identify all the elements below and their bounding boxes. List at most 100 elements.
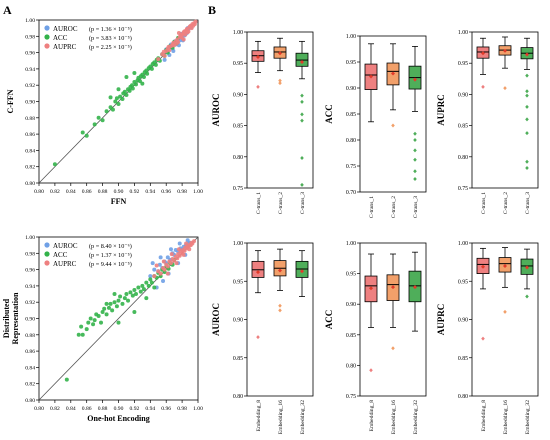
data-point-auroc (165, 255, 170, 260)
data-point-acc (86, 320, 91, 325)
box-plot-3: 0.75 0.80 0.85 0.90 0.95 1.00 AUPRC C-trans_1 C-… (436, 30, 539, 214)
data-point-acc (127, 88, 132, 93)
y-tick-label: 0.92 (25, 83, 35, 89)
y-tick-label: 0.75 (346, 164, 356, 170)
y-tick-label: 0.90 (346, 302, 356, 308)
data-point-auprc (176, 31, 181, 36)
y-tick-label: 1.00 (233, 30, 243, 36)
x-tick-label: C-trans_3 (413, 196, 419, 218)
legend-label-auprc: AUPRC (53, 43, 77, 51)
outlier-point (413, 177, 417, 181)
data-point-auprc (184, 241, 189, 246)
data-point-auprc (156, 269, 161, 274)
data-point-acc (122, 89, 127, 94)
data-point-acc (96, 115, 101, 120)
x-tick-label: 0.92 (130, 189, 140, 195)
data-point-acc (140, 283, 145, 288)
data-point-acc (116, 320, 121, 325)
mean-marker (278, 51, 282, 56)
x-tick-label: Embedding_32 (300, 400, 306, 434)
data-point-acc (130, 86, 135, 91)
y-tick-label: 1.00 (458, 241, 468, 247)
data-point-acc (144, 280, 149, 285)
data-point-auprc (177, 253, 182, 258)
outlier-point (525, 131, 529, 136)
legend-pvalue-auprc: (p = 2.25 × 10⁻⁵) (89, 44, 132, 51)
data-point-auprc (166, 44, 171, 49)
data-point-acc (141, 75, 146, 80)
data-point-auprc (161, 49, 166, 54)
outlier-point (278, 308, 282, 313)
y-tick-label: 0.95 (346, 272, 356, 278)
y-tick-label: 0.85 (458, 356, 468, 362)
panel-label-b: B (208, 3, 216, 17)
data-point-acc (76, 332, 81, 337)
data-point-acc (102, 306, 107, 311)
x-axis-label: FFN (111, 197, 127, 206)
outlier-point (525, 104, 529, 109)
data-point-acc (114, 96, 119, 101)
data-point-auroc (168, 247, 173, 252)
y-tick-label: 0.80 (25, 398, 35, 404)
x-tick-label: Embedding_8 (256, 400, 262, 432)
data-point-acc (108, 105, 113, 110)
data-point-auprc (156, 57, 161, 62)
outlier-point (525, 117, 529, 122)
data-point-auprc (174, 261, 179, 266)
y-tick-label: 0.90 (346, 86, 356, 92)
plot-frame (246, 31, 314, 189)
data-point-acc (124, 292, 129, 297)
y-tick-label: 0.90 (458, 318, 468, 324)
x-tick-label: 0.94 (145, 406, 155, 412)
outlier-point (369, 368, 373, 373)
y-tick-label: 0.94 (25, 67, 35, 73)
x-tick-label: 0.84 (66, 406, 76, 412)
mean-marker (525, 52, 529, 57)
mean-marker (503, 263, 507, 268)
data-point-auprc (169, 252, 174, 257)
y-tick-label: 0.80 (233, 394, 243, 400)
outlier-point (525, 93, 529, 98)
x-tick-label: 0.82 (50, 189, 60, 195)
data-point-auprc (165, 264, 170, 269)
legend-marker-auprc (44, 260, 50, 266)
data-point-acc (100, 118, 105, 123)
data-point-acc (149, 66, 154, 71)
data-point-acc (132, 70, 137, 75)
legend-marker-auroc (44, 242, 50, 248)
outlier-point (300, 112, 304, 117)
data-point-acc (112, 292, 117, 297)
panel-label-a: A (3, 3, 12, 17)
data-point-auprc (152, 274, 157, 279)
outlier-point (278, 303, 282, 308)
y-tick-label: 0.88 (25, 116, 35, 122)
data-point-acc (133, 292, 138, 297)
legend-pvalue-auprc: (p = 9.44 × 10⁻⁵) (89, 261, 132, 268)
data-point-auroc (150, 261, 155, 266)
y-tick-label: 0.90 (233, 318, 243, 324)
legend-pvalue-acc: (p = 3.83 × 10⁻⁵) (89, 35, 132, 42)
x-tick-label: C-trans_3 (525, 192, 531, 214)
y-tick-label: 1.00 (346, 34, 356, 40)
data-point-acc (130, 83, 135, 88)
x-tick-label: 1.00 (193, 406, 203, 412)
mean-marker (481, 264, 485, 269)
outlier-point (525, 166, 529, 171)
data-point-acc (96, 314, 101, 319)
x-tick-label: 0.82 (50, 406, 60, 412)
outlier-point (391, 346, 395, 351)
y-tick-label: 1.00 (346, 241, 356, 247)
data-point-acc (144, 296, 149, 301)
x-tick-label: C-trans_1 (369, 196, 375, 218)
data-point-acc (64, 377, 69, 382)
y-axis-label: ACC (324, 310, 334, 330)
data-point-acc (80, 130, 85, 135)
y-tick-label: 0.92 (25, 300, 35, 306)
data-point-acc (120, 301, 125, 306)
x-axis-label: One-hot Encoding (87, 414, 149, 423)
outlier-point (278, 78, 282, 83)
data-point-auroc (152, 267, 157, 272)
x-tick-label: Embedding_8 (481, 400, 487, 432)
box-plot-5: 0.75 0.80 0.85 0.90 0.95 1.00 ACC Embedding_8 Em… (324, 241, 427, 434)
